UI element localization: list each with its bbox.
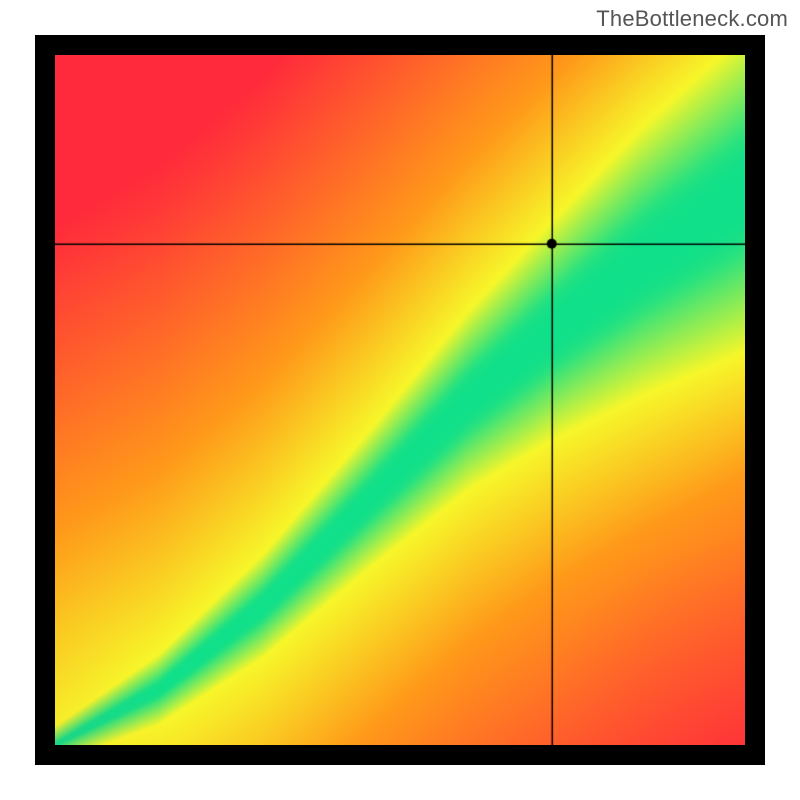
bottleneck-heatmap — [55, 55, 745, 745]
chart-container: TheBottleneck.com — [0, 0, 800, 800]
attribution-label: TheBottleneck.com — [596, 6, 788, 32]
plot-frame — [35, 35, 765, 765]
